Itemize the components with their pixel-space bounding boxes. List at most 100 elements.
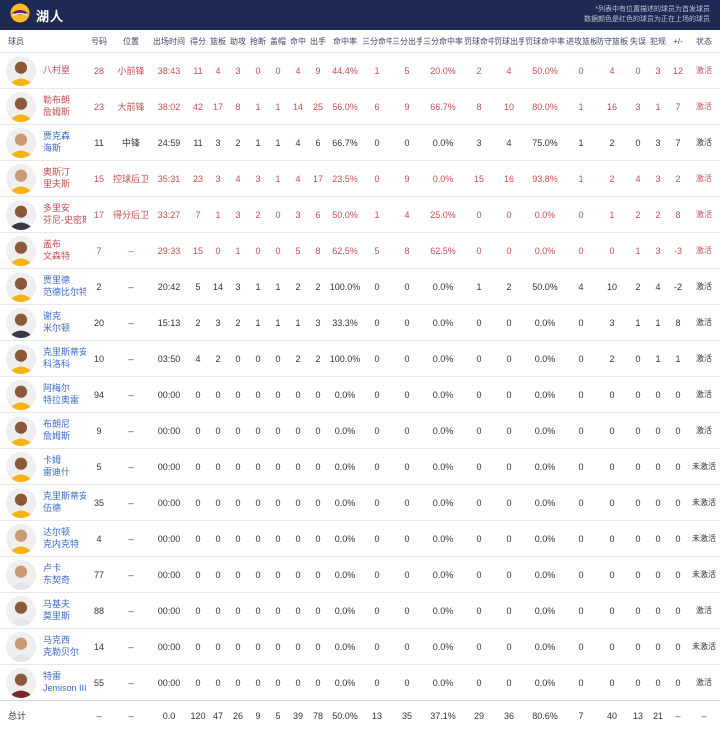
- stat-turnovers: 0: [628, 556, 648, 593]
- player-name-link[interactable]: 八村塁: [43, 64, 71, 75]
- stat-dreb: 2: [596, 340, 628, 377]
- stat-rebounds: 3: [208, 160, 228, 197]
- player-name-link[interactable]: 贾克森 海斯: [43, 130, 71, 153]
- column-header-position: 位置: [123, 37, 139, 46]
- stat-plus-minus: -3: [668, 232, 688, 269]
- stat-3p-pct: 0.0%: [422, 556, 464, 593]
- player-row: 达尔顿 克内克特 4–00:00 0 0 0 0 0 0 0 0.0% 0 0 0.0% 0 0 0.0% 0 0 0…: [0, 520, 720, 557]
- player-avatar: [6, 163, 36, 194]
- stat-oreb: 0: [566, 376, 596, 413]
- minutes-played: 00:00: [150, 664, 188, 701]
- stat-fg-pct: 100.0%: [328, 268, 362, 305]
- player-name-link[interactable]: 贾里德 范德比尔特: [43, 274, 86, 297]
- stat-rebounds: 3: [208, 304, 228, 341]
- stat-rebounds: 0: [208, 628, 228, 665]
- player-name-link[interactable]: 克里斯蒂安 科洛科: [43, 346, 86, 369]
- player-name-link[interactable]: 谢克 米尔顿: [43, 310, 71, 333]
- stat-points: 11: [188, 124, 208, 161]
- column-header-number: 号码: [91, 37, 107, 46]
- player-name-link[interactable]: 阿梅尔 特拉奥雷: [43, 382, 80, 405]
- box-score-table: 球员 号码 位置 出场时间 得分 篮板 助攻 抢断 盖帽 命中 出手 命中率 三分命中 三分出手 三分命中率…: [0, 30, 720, 731]
- player-name-link[interactable]: 特雷 Jemison III: [43, 670, 86, 693]
- stat-steals: 0: [248, 520, 268, 557]
- stat-rebounds: 0: [208, 556, 228, 593]
- stat-assists: 2: [228, 124, 248, 161]
- stat-3p-pct: 0.0%: [422, 304, 464, 341]
- stat-dreb: 1: [596, 196, 628, 233]
- stat-3pa: 8: [392, 232, 422, 269]
- stat-fga: 9: [308, 52, 328, 89]
- player-avatar: [6, 487, 36, 518]
- stat-turnovers: 3: [628, 88, 648, 125]
- jersey-number: 28: [86, 52, 112, 89]
- player-row: 卢卡 东契奇 77–00:00 0 0 0 0 0 0 0 0.0% 0 0 0.0% 0 0 0.0% 0 0 0 0…: [0, 556, 720, 593]
- minutes-played: 00:00: [150, 628, 188, 665]
- legend-note: *列表中有位置描述的球员为首发球员 数据颜色是红色的球员为正在上场的球员: [584, 5, 710, 26]
- stat-turnovers: 0: [628, 520, 648, 557]
- column-header-points: 得分: [190, 37, 206, 46]
- stat-steals: 0: [248, 556, 268, 593]
- stat-3p-pct: 0.0%: [422, 592, 464, 629]
- stat-fouls: 3: [648, 124, 668, 161]
- minutes-played: 00:00: [150, 520, 188, 557]
- player-status: 激活: [688, 52, 720, 89]
- stat-3pa: 9: [392, 88, 422, 125]
- stat-oreb: 0: [566, 556, 596, 593]
- stat-turnovers: 4: [628, 160, 648, 197]
- stat-turnovers: 1: [628, 304, 648, 341]
- column-header-ftm: 罚球命中: [464, 37, 494, 46]
- stat-fta: 0: [494, 556, 524, 593]
- player-name-link[interactable]: 卢卡 东契奇: [43, 562, 71, 585]
- stat-fouls: 0: [648, 628, 668, 665]
- total-ftm: 29: [464, 700, 494, 731]
- stat-points: 23: [188, 160, 208, 197]
- minutes-played: 00:00: [150, 592, 188, 629]
- minutes-played: 00:00: [150, 412, 188, 449]
- stat-fga: 17: [308, 160, 328, 197]
- stat-ft-pct: 0.0%: [524, 376, 566, 413]
- team-name: 湖人: [36, 8, 65, 24]
- column-header-fga: 出手: [310, 37, 326, 46]
- position: –: [112, 412, 150, 449]
- stat-fouls: 0: [648, 376, 668, 413]
- player-status: 未激活: [688, 556, 720, 593]
- stat-assists: 3: [228, 52, 248, 89]
- player-status: 未激活: [688, 448, 720, 485]
- jersey-number: 17: [86, 196, 112, 233]
- stat-3pm: 0: [362, 412, 392, 449]
- jersey-number: 5: [86, 448, 112, 485]
- stat-oreb: 1: [566, 124, 596, 161]
- player-name-link[interactable]: 布朗尼 詹姆斯: [43, 418, 71, 441]
- stat-dreb: 0: [596, 376, 628, 413]
- minutes-played: 38:43: [150, 52, 188, 89]
- stat-fga: 0: [308, 448, 328, 485]
- jersey-number: 4: [86, 520, 112, 557]
- stat-points: 7: [188, 196, 208, 233]
- player-name-link[interactable]: 马基夫 莫里斯: [43, 598, 71, 621]
- stat-plus-minus: 0: [668, 592, 688, 629]
- column-header-fta: 罚球出手: [494, 37, 524, 46]
- player-name-link[interactable]: 勒布朗 詹姆斯: [43, 94, 71, 117]
- jersey-number: 94: [86, 376, 112, 413]
- player-name-link[interactable]: 马克西 克勒贝尔: [43, 634, 80, 657]
- player-name-link[interactable]: 卡姆 雷迪什: [43, 454, 71, 477]
- player-name-link[interactable]: 达尔顿 克内克特: [43, 526, 80, 549]
- minutes-played: 38:02: [150, 88, 188, 125]
- stat-fouls: 1: [648, 340, 668, 377]
- stat-ftm: 0: [464, 196, 494, 233]
- player-name-link[interactable]: 盖布 文森特: [43, 238, 71, 261]
- stat-fgm: 2: [288, 340, 308, 377]
- stat-fg-pct: 66.7%: [328, 124, 362, 161]
- stat-ftm: 0: [464, 412, 494, 449]
- player-name-link[interactable]: 克里斯蒂安 伍德: [43, 490, 86, 513]
- stat-oreb: 1: [566, 160, 596, 197]
- stat-blocks: 0: [268, 340, 288, 377]
- player-name-link[interactable]: 奥斯汀 里夫斯: [43, 166, 71, 189]
- jersey-number: 7: [86, 232, 112, 269]
- jersey-number: 14: [86, 628, 112, 665]
- column-header-ft-pct: 罚球命中率: [525, 37, 565, 46]
- stat-3pa: 5: [392, 52, 422, 89]
- stat-assists: 0: [228, 556, 248, 593]
- stat-oreb: 0: [566, 232, 596, 269]
